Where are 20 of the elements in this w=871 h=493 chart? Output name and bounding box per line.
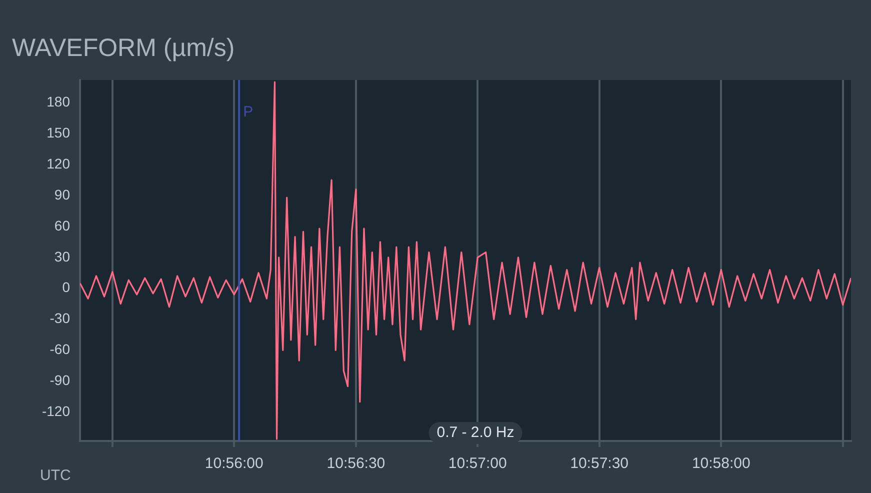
x-tick-label: 10:57:00 — [448, 455, 507, 472]
y-tick-label: -30 — [50, 310, 70, 326]
x-axis-title: UTC — [40, 467, 71, 484]
y-tick-label: 30 — [54, 248, 70, 264]
y-tick-label: -60 — [50, 341, 70, 358]
annotation: 0.7 - 2.0 Hz — [436, 424, 514, 442]
chart-title: WAVEFORM (µm/s) — [12, 34, 235, 63]
x-tick-label: 10:56:00 — [204, 455, 264, 472]
ref-line-label: P — [243, 104, 254, 121]
y-tick-label: -120 — [42, 402, 70, 419]
y-tick-label: 180 — [46, 94, 70, 110]
x-tick-label: 10:58:00 — [692, 455, 750, 472]
y-tick-label: 60 — [54, 217, 70, 234]
x-tick-label: 10:56:30 — [326, 455, 386, 472]
y-tick-label: -90 — [50, 372, 70, 388]
x-tick-label: 10:57:30 — [570, 455, 629, 472]
y-tick-label: 120 — [46, 155, 70, 172]
y-tick-label: 150 — [46, 124, 70, 140]
y-tick-label: 90 — [54, 186, 70, 202]
y-tick-label: 0 — [62, 279, 70, 296]
